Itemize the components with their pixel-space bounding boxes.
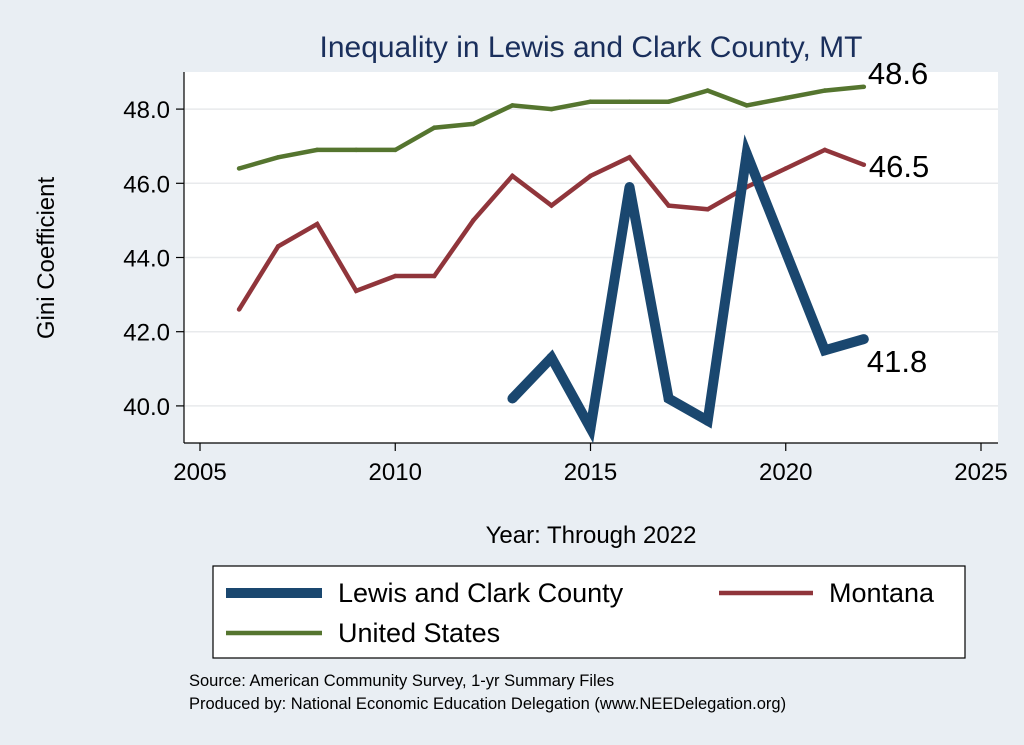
data-point bbox=[822, 88, 828, 93]
data-point bbox=[546, 352, 557, 363]
data-point bbox=[702, 415, 713, 426]
data-point bbox=[314, 221, 320, 227]
data-point bbox=[627, 155, 632, 160]
y-axis-ticks: 40.0 42.0 44.0 46.0 48.0 bbox=[123, 97, 184, 421]
legend-label: United States bbox=[338, 618, 500, 648]
chart-title: Inequality in Lewis and Clark County, MT bbox=[319, 31, 862, 64]
data-point bbox=[471, 218, 476, 223]
data-point bbox=[861, 84, 867, 90]
end-label: 48.6 bbox=[868, 56, 928, 91]
x-axis-ticks: 2005 2010 2015 2020 2025 bbox=[173, 443, 1008, 486]
data-point bbox=[822, 147, 828, 153]
end-label: 46.5 bbox=[869, 149, 929, 184]
data-point bbox=[627, 99, 632, 104]
data-point bbox=[666, 203, 671, 208]
legend: Lewis and Clark County Montana United Stat… bbox=[226, 578, 935, 648]
data-point bbox=[588, 99, 593, 104]
data-point bbox=[510, 173, 515, 179]
legend-label: Montana bbox=[829, 578, 935, 608]
y-axis-title: Gini Coefficient bbox=[33, 177, 60, 340]
x-tick-label: 2015 bbox=[564, 459, 617, 486]
x-tick-label: 2020 bbox=[759, 459, 812, 486]
data-point bbox=[783, 166, 788, 171]
data-point bbox=[432, 273, 437, 279]
y-tick-label: 44.0 bbox=[123, 246, 170, 273]
data-point bbox=[861, 162, 867, 167]
data-point bbox=[741, 148, 752, 159]
data-point bbox=[744, 103, 749, 108]
data-point bbox=[236, 307, 242, 312]
x-tick-label: 2025 bbox=[954, 459, 1007, 486]
data-point bbox=[705, 207, 710, 212]
data-point bbox=[353, 288, 359, 294]
producer-note: Produced by: National Economic Education… bbox=[189, 695, 786, 713]
source-note: Source: American Community Survey, 1-yr … bbox=[189, 672, 614, 690]
x-axis-title: Year: Through 2022 bbox=[486, 522, 697, 549]
end-label: 41.8 bbox=[867, 344, 927, 379]
data-point bbox=[783, 95, 788, 101]
x-tick-label: 2005 bbox=[173, 459, 226, 486]
data-point bbox=[585, 423, 596, 434]
data-point bbox=[549, 203, 554, 208]
data-point bbox=[353, 147, 359, 153]
data-point bbox=[432, 125, 437, 130]
y-tick-label: 48.0 bbox=[123, 97, 170, 124]
y-tick-label: 46.0 bbox=[123, 171, 170, 198]
data-point bbox=[507, 393, 518, 404]
legend-box bbox=[212, 565, 966, 659]
legend-label: Lewis and Clark County bbox=[338, 578, 624, 608]
y-tick-label: 40.0 bbox=[123, 394, 170, 421]
data-point bbox=[705, 88, 710, 93]
data-series bbox=[236, 84, 869, 444]
data-point bbox=[393, 273, 398, 279]
data-point bbox=[819, 345, 830, 356]
data-point bbox=[510, 103, 515, 108]
data-point bbox=[236, 166, 242, 171]
data-point bbox=[314, 147, 320, 153]
data-point bbox=[275, 155, 281, 160]
data-point bbox=[549, 106, 554, 112]
data-point bbox=[624, 182, 635, 193]
end-labels: 41.8 46.5 48.6 bbox=[867, 56, 929, 379]
data-point bbox=[275, 244, 281, 249]
data-point bbox=[471, 121, 476, 127]
data-point bbox=[666, 99, 671, 104]
data-point bbox=[393, 147, 398, 153]
y-tick-label: 42.0 bbox=[123, 320, 170, 347]
data-point bbox=[663, 393, 674, 404]
gridlines bbox=[185, 108, 998, 407]
data-point bbox=[588, 173, 593, 179]
data-point bbox=[858, 334, 869, 345]
x-tick-label: 2010 bbox=[369, 459, 422, 486]
